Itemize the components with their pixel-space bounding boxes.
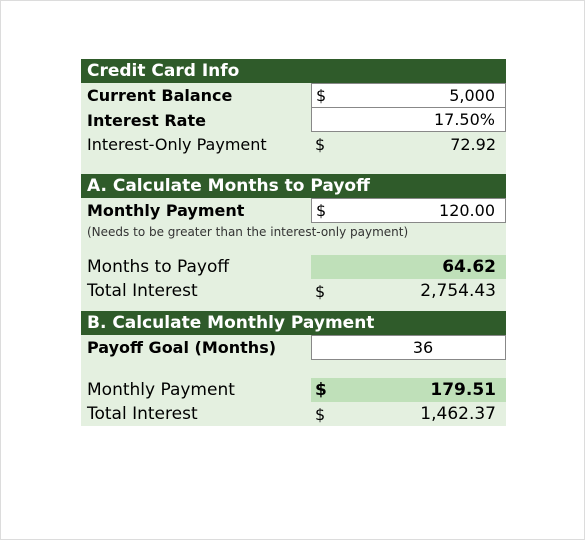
symbol-current-balance: $ <box>311 83 341 108</box>
symbol-monthly-payment-a: $ <box>311 198 341 223</box>
row-current-balance: Current Balance $ 5,000 <box>81 83 506 108</box>
row-monthly-payment-b: Monthly Payment $ 179.51 <box>81 378 506 402</box>
row-interest-only: Interest-Only Payment $ 72.92 <box>81 132 506 156</box>
section1-header-text: Credit Card Info <box>87 61 239 81</box>
page-container: Credit Card Info Current Balance $ 5,000… <box>0 0 585 540</box>
section1-header: Credit Card Info <box>81 59 506 83</box>
input-interest-rate[interactable]: 17.50% <box>341 108 506 132</box>
spacer <box>81 156 506 174</box>
hint-a-text: (Needs to be greater than the interest-o… <box>87 225 408 245</box>
row-interest-rate: Interest Rate 17.50% <box>81 108 506 132</box>
input-monthly-payment-a[interactable]: 120.00 <box>341 198 506 223</box>
symbol-monthly-payment-b: $ <box>311 378 341 402</box>
row-monthly-payment-a: Monthly Payment $ 120.00 <box>81 198 506 223</box>
section2-header-text: A. Calculate Months to Payoff <box>87 176 370 196</box>
row-months-to-payoff: Months to Payoff 64.62 <box>81 255 506 279</box>
hint-a: (Needs to be greater than the interest-o… <box>81 223 506 247</box>
label-total-interest-b: Total Interest <box>81 402 311 426</box>
label-total-interest-a: Total Interest <box>81 279 311 303</box>
row-total-interest-b: Total Interest $ 1,462.37 <box>81 402 506 426</box>
label-current-balance: Current Balance <box>81 83 311 108</box>
spreadsheet: Credit Card Info Current Balance $ 5,000… <box>81 59 506 426</box>
symbol-months-to-payoff <box>311 255 341 279</box>
spacer <box>81 303 506 311</box>
spacer <box>81 247 506 255</box>
label-interest-rate: Interest Rate <box>81 108 311 132</box>
spacer <box>81 360 506 378</box>
value-interest-only: 72.92 <box>341 132 506 156</box>
input-payoff-goal[interactable]: 36 <box>341 335 506 360</box>
section3-header-text: B. Calculate Monthly Payment <box>87 313 374 333</box>
symbol-interest-only: $ <box>311 132 341 156</box>
row-total-interest-a: Total Interest $ 2,754.43 <box>81 279 506 303</box>
label-monthly-payment-a: Monthly Payment <box>81 198 311 223</box>
symbol-total-interest-a: $ <box>311 279 341 303</box>
input-current-balance[interactable]: 5,000 <box>341 83 506 108</box>
label-monthly-payment-b: Monthly Payment <box>81 378 311 402</box>
value-total-interest-b: 1,462.37 <box>341 402 506 426</box>
section3-header: B. Calculate Monthly Payment <box>81 311 506 335</box>
value-total-interest-a: 2,754.43 <box>341 279 506 303</box>
label-interest-only: Interest-Only Payment <box>81 132 311 156</box>
section2-header: A. Calculate Months to Payoff <box>81 174 506 198</box>
value-months-to-payoff: 64.62 <box>341 255 506 279</box>
symbol-total-interest-b: $ <box>311 402 341 426</box>
value-monthly-payment-b: 179.51 <box>341 378 506 402</box>
symbol-interest-rate <box>311 108 341 132</box>
label-payoff-goal: Payoff Goal (Months) <box>81 335 311 360</box>
symbol-payoff-goal <box>311 335 341 360</box>
label-months-to-payoff: Months to Payoff <box>81 255 311 279</box>
row-payoff-goal: Payoff Goal (Months) 36 <box>81 335 506 360</box>
